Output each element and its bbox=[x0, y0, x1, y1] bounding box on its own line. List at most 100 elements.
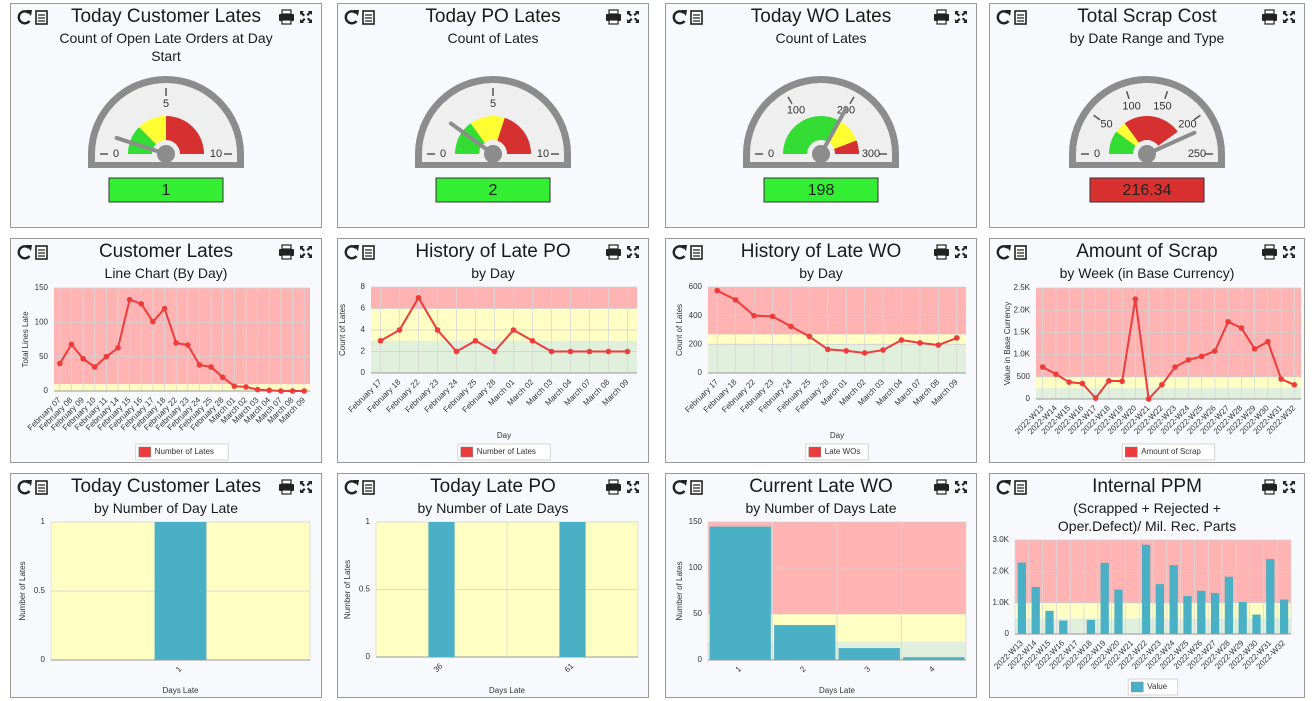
expand-icon[interactable] bbox=[627, 246, 639, 258]
line-point bbox=[732, 297, 739, 303]
refresh-icon[interactable] bbox=[996, 245, 1010, 260]
print-icon[interactable] bbox=[606, 14, 621, 21]
bar bbox=[1210, 592, 1220, 634]
print-out bbox=[1264, 489, 1275, 495]
chart-header: Internal PPM (Scrapped + Rejected + Oper.… bbox=[1030, 475, 1264, 535]
line-point bbox=[289, 388, 296, 394]
export-lines bbox=[38, 484, 45, 492]
x-tick-label: 4 bbox=[927, 664, 937, 674]
print-icon[interactable] bbox=[606, 484, 621, 491]
expand-icon[interactable] bbox=[300, 11, 312, 23]
print-icon[interactable] bbox=[279, 14, 294, 21]
expand-icon[interactable] bbox=[1283, 481, 1295, 493]
expand-icon[interactable] bbox=[955, 246, 967, 258]
gauge-tick-label: 50 bbox=[1100, 119, 1112, 131]
expand-icon[interactable] bbox=[955, 11, 967, 23]
gauge-band bbox=[1116, 123, 1139, 146]
y-tick-label: 0.5 bbox=[34, 586, 46, 595]
print-icon[interactable] bbox=[1262, 249, 1277, 256]
chart-subtitle: (Scrapped + Rejected + Oper.Defect)/ Mil… bbox=[1057, 500, 1237, 534]
legend-label: Value bbox=[1147, 682, 1167, 691]
gauge-band bbox=[497, 117, 531, 154]
chart-header: Today PO Lates Count of Lates bbox=[378, 5, 608, 47]
y-tick-label: 1.0K bbox=[993, 598, 1010, 607]
gauge-tick bbox=[1125, 90, 1130, 100]
export-lines bbox=[693, 484, 700, 492]
y-tick-label: 0 bbox=[1005, 629, 1010, 638]
line-point bbox=[1132, 296, 1139, 302]
bar bbox=[1059, 620, 1068, 634]
refresh-icon[interactable] bbox=[672, 480, 686, 495]
line-point bbox=[1079, 380, 1086, 387]
refresh-icon[interactable] bbox=[996, 480, 1010, 495]
print-paper bbox=[608, 9, 619, 15]
y-tick-label: 0 bbox=[41, 655, 46, 664]
line-point bbox=[278, 388, 284, 394]
print-icon[interactable] bbox=[1262, 14, 1277, 21]
line-point bbox=[1278, 376, 1284, 382]
chart-header: Total Scrap Cost by Date Range and Type bbox=[1030, 5, 1264, 47]
chart-title: History of Late WO bbox=[740, 241, 902, 262]
line-point bbox=[196, 362, 203, 368]
y-axis-title: Number of Lates bbox=[675, 561, 684, 620]
chart-panel: 0 0.5 1 36 61 Number of Lates Days Late Today L… bbox=[337, 473, 649, 698]
print-paper bbox=[1264, 9, 1275, 15]
print-icon[interactable] bbox=[1262, 484, 1277, 491]
line-point bbox=[1251, 346, 1258, 352]
line-series bbox=[380, 295, 628, 353]
chart-header: History of Late WO by Day bbox=[706, 240, 936, 282]
y-axis-title: Value in Base Currency bbox=[1003, 302, 1012, 385]
expand-icon[interactable] bbox=[300, 481, 312, 493]
expand-icon[interactable] bbox=[1283, 246, 1295, 258]
y-tick-label: 0 bbox=[44, 386, 49, 395]
legend-frame bbox=[135, 443, 229, 461]
refresh-icon[interactable] bbox=[672, 245, 686, 260]
x-tick-label: 36 bbox=[432, 661, 445, 674]
print-icon[interactable] bbox=[934, 249, 949, 256]
refresh-icon[interactable] bbox=[344, 480, 358, 495]
bar bbox=[1086, 619, 1096, 634]
refresh-icon[interactable] bbox=[672, 10, 686, 25]
chart-title: Today Late PO bbox=[430, 476, 556, 497]
print-icon[interactable] bbox=[934, 14, 949, 21]
print-icon[interactable] bbox=[934, 484, 949, 491]
print-paper bbox=[281, 244, 292, 250]
export-lines bbox=[1017, 484, 1024, 492]
refresh-icon[interactable] bbox=[344, 10, 358, 25]
expand-icon[interactable] bbox=[627, 11, 639, 23]
y-tick-label: 0 bbox=[366, 652, 371, 661]
refresh-icon[interactable] bbox=[344, 245, 358, 260]
expand-icon[interactable] bbox=[300, 246, 312, 258]
chart-subtitle: by Number of Late Days bbox=[417, 500, 569, 516]
print-paper bbox=[281, 479, 292, 485]
plot-band bbox=[54, 384, 310, 391]
chart-panel: 0 500 1.0K 1.5K 2.0K 2.5K 2022-W13 2022-W14 2022… bbox=[989, 238, 1305, 463]
line-point bbox=[529, 337, 536, 344]
bar bbox=[1169, 565, 1178, 634]
y-tick-label: 0 bbox=[698, 368, 703, 377]
refresh-icon[interactable] bbox=[996, 10, 1010, 25]
print-icon[interactable] bbox=[279, 249, 294, 256]
line-point bbox=[57, 360, 63, 367]
expand-icon[interactable] bbox=[627, 481, 639, 493]
print-paper bbox=[936, 9, 947, 15]
chart-subtitle: by Day bbox=[799, 265, 843, 281]
export-lines bbox=[38, 14, 45, 22]
bar bbox=[1197, 590, 1206, 634]
legend-frame bbox=[457, 443, 551, 461]
line-point bbox=[266, 387, 273, 394]
line-point bbox=[548, 348, 555, 355]
chart: 0 0.5 1 1 Number of Lates Days Late bbox=[17, 479, 312, 695]
refresh-icon[interactable] bbox=[17, 10, 31, 25]
bar bbox=[1031, 587, 1040, 634]
print-icon[interactable] bbox=[606, 249, 621, 256]
line-point bbox=[173, 340, 179, 346]
print-icon[interactable] bbox=[279, 484, 294, 491]
expand-icon[interactable] bbox=[955, 481, 967, 493]
refresh-icon[interactable] bbox=[17, 480, 31, 495]
print-out bbox=[936, 254, 947, 260]
expand-icon[interactable] bbox=[1283, 11, 1295, 23]
bar bbox=[1224, 576, 1234, 634]
refresh-icon[interactable] bbox=[17, 245, 31, 260]
